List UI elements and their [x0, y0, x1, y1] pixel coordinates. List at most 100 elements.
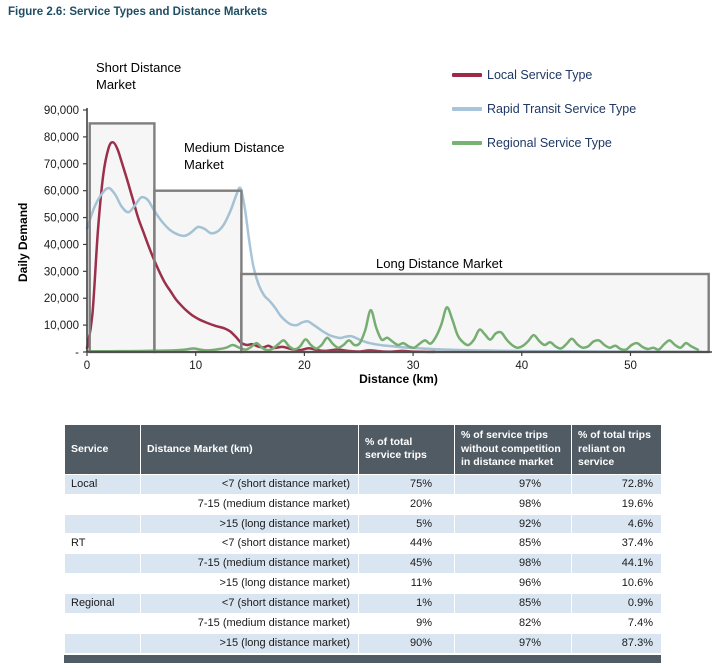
market-region-box-1 — [153, 189, 243, 354]
table-cell: 37.4% — [571, 533, 662, 555]
table-cell: 44.1% — [571, 553, 662, 575]
table-cell: >15 (long distance market) — [140, 573, 359, 594]
table-row: >15 (long distance market) 5% 92% 4.6% — [64, 513, 662, 535]
y-tick-label: - — [75, 347, 79, 359]
chart-area: 90,000 80,000 70,000 60,000 50,000 40,000 30,0… — [0, 50, 724, 410]
legend-item-rapid-transit: Rapid Transit Service Type — [452, 100, 636, 117]
y-tick-label: 30,000 — [44, 266, 79, 278]
table-cell: 85% — [454, 533, 572, 555]
table-cell — [64, 493, 141, 515]
table-cell: <7 (short distance market) — [140, 533, 359, 555]
series-line-0 — [85, 140, 437, 354]
y-tick-label: 90,000 — [44, 105, 79, 117]
table-cell: 98% — [454, 553, 572, 575]
table-cell — [64, 632, 141, 654]
table-cell: 11% — [358, 573, 455, 594]
table-row: 7-15 (medium distance market) 9% 82% 7.4% — [64, 612, 662, 634]
table-row: 7-15 (medium distance market) 45% 98% 44.1% — [64, 553, 662, 575]
table-cell: 97% — [454, 632, 572, 654]
table-cell — [64, 612, 141, 634]
table-row: Regional <7 (short distance market) 1% 85% 0… — [64, 592, 662, 614]
table-cell: Regional — [64, 592, 141, 614]
table-cell: Local — [64, 473, 141, 495]
table-cell — [64, 513, 141, 535]
service-distance-table: Service Distance Market (km)% of total se… — [64, 424, 662, 654]
table-cell: 44% — [358, 533, 455, 555]
table-cell: 9% — [358, 612, 455, 634]
table-cell: 7-15 (medium distance market) — [140, 612, 359, 634]
table-cell: 85% — [454, 592, 572, 614]
chart-canvas: 90,000 80,000 70,000 60,000 50,000 40,000 30,0… — [44, 105, 712, 372]
y-tick-label: 10,000 — [44, 320, 79, 332]
series-line-2 — [85, 306, 700, 353]
table-cell: 98% — [454, 493, 572, 515]
table-cell: 7.4% — [571, 612, 662, 634]
legend-label-rapid-transit: Rapid Transit Service Type — [487, 101, 637, 116]
table-cell: 90% — [358, 632, 455, 654]
series-line-1 — [85, 186, 703, 353]
table-cell: 7-15 (medium distance market) — [140, 553, 359, 575]
x-tick-label: 40 — [515, 360, 528, 372]
legend-label-local: Local Service Type — [487, 67, 593, 82]
regional-line-swatch-icon — [452, 140, 482, 145]
table-cell: 97% — [454, 473, 572, 495]
rapid-transit-line-swatch-icon — [452, 106, 482, 111]
table-cell: 72.8% — [571, 473, 662, 495]
table-cell: >15 (long distance market) — [140, 632, 359, 654]
table-cell: 19.6% — [571, 493, 662, 515]
region-label-long-distance-market: Long Distance Market — [376, 256, 503, 271]
table-cell: 75% — [358, 473, 455, 495]
local-line-swatch-icon — [452, 72, 482, 77]
column-header: % of total service trips — [358, 424, 455, 475]
legend-item-local: Local Service Type — [452, 66, 636, 83]
table-cell: <7 (short distance market) — [140, 592, 359, 614]
table-area: Service Distance Market (km)% of total se… — [64, 424, 662, 663]
chart-legend: Local Service Type Rapid Transit Service… — [452, 66, 636, 168]
table-cell: 1% — [358, 592, 455, 614]
region-label-short-distance-market: Short Distance Market — [96, 60, 182, 92]
y-tick-label: 40,000 — [44, 239, 79, 251]
table-cell: <7 (short distance market) — [140, 473, 359, 495]
table-cell: >15 (long distance market) — [140, 513, 359, 535]
table-cell: 82% — [454, 612, 572, 634]
figure-title: Figure 2.6: Service Types and Distance M… — [8, 6, 268, 18]
table-cell: 20% — [358, 493, 455, 515]
table-row: >15 (long distance market) 90% 97% 87.3% — [64, 632, 662, 654]
y-tick-label: 20,000 — [44, 293, 79, 305]
x-tick-label: 50 — [624, 360, 637, 372]
table-row: >15 (long distance market) 11% 96% 10.6% — [64, 573, 662, 594]
column-header: Service — [64, 424, 141, 475]
legend-item-regional: Regional Service Type — [452, 134, 636, 151]
table-cell: 5% — [358, 513, 455, 535]
table-cell — [64, 553, 141, 575]
table-cell: 7-15 (medium distance market) — [140, 493, 359, 515]
x-tick-label: 30 — [407, 360, 420, 372]
y-tick-label: 50,000 — [44, 213, 79, 225]
x-axis-title: Distance (km) — [359, 372, 438, 386]
x-tick-label: 10 — [189, 360, 202, 372]
table-cell: 96% — [454, 573, 572, 594]
table-cell: 0.9% — [571, 592, 662, 614]
table-cell: 92% — [454, 513, 572, 535]
region-label-medium-distance-market: Medium Distance Market — [184, 140, 285, 172]
table-header-row: Service Distance Market (km)% of total se… — [64, 424, 662, 475]
table-cell: RT — [64, 533, 141, 555]
y-tick-label: 60,000 — [44, 186, 79, 198]
table-cell: 4.6% — [571, 513, 662, 535]
column-header: % of service trips without competition i… — [454, 424, 572, 475]
table-row: RT <7 (short distance market) 44% 85% 37.4% — [64, 533, 662, 555]
column-header: Distance Market (km) — [140, 424, 359, 475]
x-tick-label: 0 — [84, 360, 90, 372]
table-row: 7-15 (medium distance market) 20% 98% 19.6% — [64, 493, 662, 515]
market-region-box-0 — [88, 122, 156, 354]
legend-label-regional: Regional Service Type — [487, 135, 612, 150]
table-cell: 45% — [358, 553, 455, 575]
table-cell: 87.3% — [571, 632, 662, 654]
market-region-box-2 — [240, 272, 710, 354]
y-tick-label: 70,000 — [44, 159, 79, 171]
table-row: Local <7 (short distance market) 75% 97% 72.… — [64, 473, 662, 495]
x-tick-label: 20 — [298, 360, 311, 372]
column-header: % of total trips reliant on service — [571, 424, 662, 475]
table-cell — [64, 573, 141, 594]
